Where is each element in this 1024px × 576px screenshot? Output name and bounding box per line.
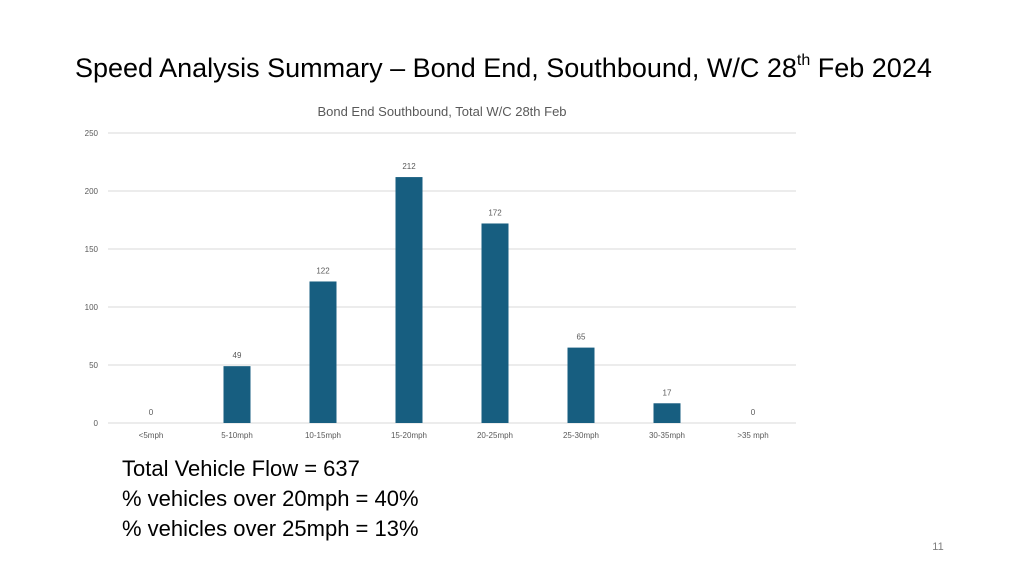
data-label: 122 [316, 266, 330, 275]
x-tick-label: 20-25mph [477, 431, 513, 440]
summary-total-flow: Total Vehicle Flow = 637 [122, 456, 360, 481]
chart-bars [223, 177, 681, 423]
y-tick-label: 50 [89, 361, 98, 370]
summary-over-20mph: % vehicles over 20mph = 40% [122, 486, 419, 511]
y-tick-label: 200 [85, 187, 99, 196]
slide-title-main: Speed Analysis Summary – Bond End, South… [75, 53, 797, 83]
x-tick-label: 30-35mph [649, 431, 685, 440]
summary-block: Total Vehicle Flow = 637 % vehicles over… [122, 454, 419, 544]
bar-30-35mph [653, 403, 681, 423]
y-tick-label: 0 [94, 419, 99, 428]
chart-title: Bond End Southbound, Total W/C 28th Feb [317, 104, 566, 119]
slide-title-tail: Feb 2024 [810, 53, 932, 83]
chart-y-axis: 0 50 100 150 200 250 [85, 129, 99, 428]
chart-x-axis: <5mph 5-10mph 10-15mph 15-20mph 20-25mph 25-3… [139, 431, 769, 440]
x-tick-label: <5mph [139, 431, 164, 440]
data-label: 172 [488, 208, 502, 217]
chart-gridlines [108, 132, 796, 424]
x-tick-label: 10-15mph [305, 431, 341, 440]
bar-5-10mph [223, 366, 251, 423]
data-label: 17 [663, 388, 672, 397]
data-label: 0 [751, 408, 756, 417]
chart-data-labels: 0 49 122 212 172 65 17 0 [149, 162, 756, 417]
data-label: 212 [402, 162, 416, 171]
x-tick-label: 25-30mph [563, 431, 599, 440]
data-label: 0 [149, 408, 154, 417]
y-tick-label: 150 [85, 245, 99, 254]
data-label: 65 [577, 333, 586, 342]
bar-25-30mph [567, 347, 595, 423]
x-tick-label: 15-20mph [391, 431, 427, 440]
x-tick-label: >35 mph [737, 431, 768, 440]
y-tick-label: 100 [85, 303, 99, 312]
x-tick-label: 5-10mph [221, 431, 253, 440]
summary-over-25mph: % vehicles over 25mph = 13% [122, 516, 419, 541]
y-tick-label: 250 [85, 129, 99, 138]
slide-title-superscript: th [796, 52, 811, 69]
bar-10-15mph [309, 281, 337, 423]
data-label: 49 [233, 351, 242, 360]
bar-15-20mph [395, 177, 423, 423]
slide-number: 11 [932, 541, 944, 553]
bar-20-25mph [481, 223, 509, 423]
slide-title: Speed Analysis Summary – Bond End, South… [75, 50, 932, 86]
